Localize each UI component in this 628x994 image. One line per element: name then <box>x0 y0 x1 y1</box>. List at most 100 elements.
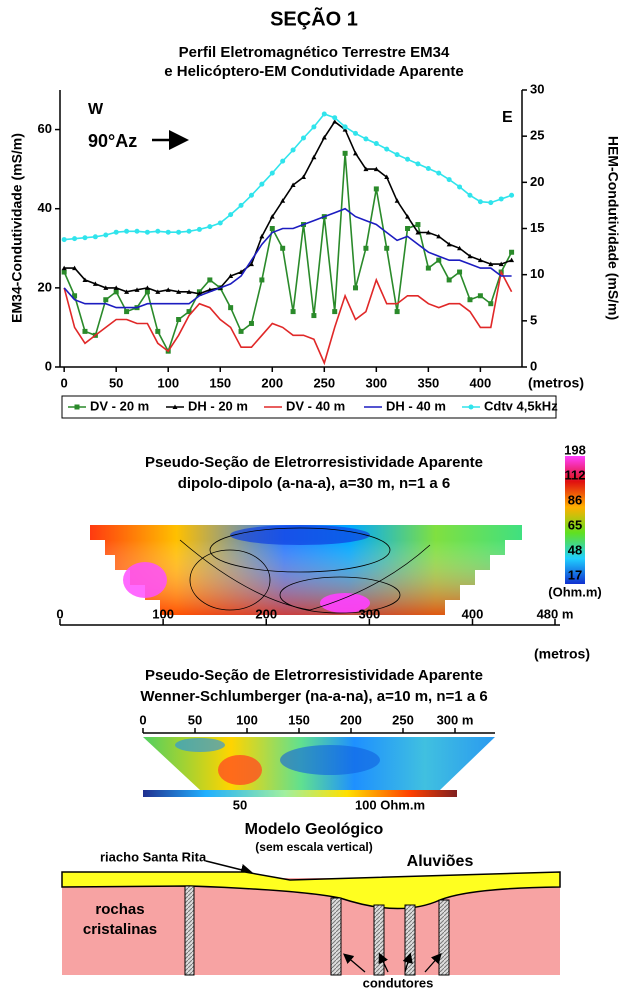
marker <box>72 265 78 271</box>
marker <box>457 269 463 275</box>
colorbar-label: 65 <box>568 517 582 532</box>
marker <box>457 245 463 251</box>
marker <box>477 257 483 263</box>
marker <box>248 192 254 198</box>
legend-label: DV - 20 m <box>90 398 149 413</box>
marker <box>384 146 390 152</box>
marker <box>468 404 474 410</box>
marker <box>165 287 171 292</box>
series-line <box>64 120 512 295</box>
section-subtitle: dipolo-dipolo (a-na-a), a=30 m, n=1 a 6 <box>178 475 451 492</box>
marker <box>488 261 494 267</box>
marker <box>238 202 244 208</box>
x-tick-label: 300 <box>365 375 387 390</box>
marker <box>405 156 411 162</box>
marker <box>176 229 182 235</box>
marker <box>124 309 130 315</box>
y2-tick-label: 10 <box>530 266 544 281</box>
x-tick-label: 250 <box>313 375 335 390</box>
legend-label: DH - 40 m <box>386 398 446 413</box>
marker <box>384 245 390 251</box>
marker <box>363 166 369 172</box>
marker <box>394 198 400 203</box>
marker <box>332 309 338 315</box>
x-tick-label: 250 <box>392 712 414 727</box>
marker <box>82 328 88 334</box>
marker <box>61 265 67 271</box>
marker <box>113 229 119 235</box>
marker <box>165 229 171 235</box>
marker <box>72 293 78 299</box>
marker <box>300 174 306 180</box>
marker <box>373 141 379 147</box>
x-axis-label: (metros) <box>528 375 584 391</box>
marker <box>228 212 234 218</box>
marker <box>72 236 78 242</box>
marker <box>248 261 254 267</box>
y-tick-label: 20 <box>38 279 52 294</box>
marker <box>290 309 296 315</box>
marker <box>280 245 286 251</box>
x-tick-label: 400 <box>462 606 484 621</box>
rocks-label: rochas <box>95 901 144 918</box>
marker <box>82 235 88 241</box>
marker <box>384 174 390 180</box>
marker <box>488 301 494 307</box>
x-tick-label: 200 <box>340 712 362 727</box>
model-subtitle: (sem escala vertical) <box>255 840 372 854</box>
marker <box>446 241 452 247</box>
marker <box>259 277 265 283</box>
section-title: Pseudo-Seção de Eletrorresistividade Apa… <box>145 454 483 471</box>
marker <box>207 277 213 283</box>
series <box>61 111 515 243</box>
marker <box>290 182 296 187</box>
marker <box>290 147 296 153</box>
marker <box>186 309 192 315</box>
marker <box>134 228 140 234</box>
x-tick-label: 100 <box>152 606 174 621</box>
y-axis-label: EM34-Condutividade (mS/m) <box>9 133 25 323</box>
marker <box>155 328 161 334</box>
marker <box>269 226 275 231</box>
conductor-arrows <box>343 952 442 973</box>
y-tick-label: 60 <box>38 121 52 136</box>
x-tick-label: 300 m <box>437 712 474 727</box>
marker <box>134 287 140 292</box>
chart-title: Perfil Eletromagnético Terrestre EM34 <box>179 44 450 61</box>
marker <box>457 184 463 190</box>
annotation: W <box>88 101 104 118</box>
legend-box <box>61 395 557 419</box>
marker <box>74 404 80 410</box>
colorbar-label: 86 <box>568 492 582 507</box>
x-tick-label: 150 <box>209 375 231 390</box>
marker <box>176 289 182 294</box>
marker <box>103 232 109 238</box>
marker <box>436 233 442 239</box>
stream-label: riacho Santa Rita <box>100 849 207 864</box>
marker <box>436 170 442 176</box>
marker <box>103 285 109 290</box>
section-title: SEÇÃO 1 <box>270 7 358 30</box>
series-line <box>63 269 513 366</box>
x-tick-label: 350 <box>417 375 439 390</box>
marker <box>259 233 265 239</box>
section-subtitle: Wenner-Schlumberger (na-a-na), a=10 m, n… <box>140 688 487 705</box>
legend-label: DV - 40 m <box>286 398 345 413</box>
marker <box>342 150 348 156</box>
colorbar-label: 198 <box>564 442 586 457</box>
marker <box>363 136 369 142</box>
legend-label: DH - 20 m <box>188 398 248 413</box>
colorbar-label: 17 <box>568 567 582 582</box>
marker <box>353 150 359 156</box>
marker <box>155 289 161 294</box>
marker <box>405 214 411 219</box>
colorbar-label: 100 Ohm.m <box>355 797 425 812</box>
marker <box>467 297 473 303</box>
marker <box>498 196 504 202</box>
stream-arrow <box>205 860 253 876</box>
x-tick-label: 0 <box>139 712 146 727</box>
marker <box>82 277 88 282</box>
marker <box>280 198 286 203</box>
marker <box>321 111 327 117</box>
